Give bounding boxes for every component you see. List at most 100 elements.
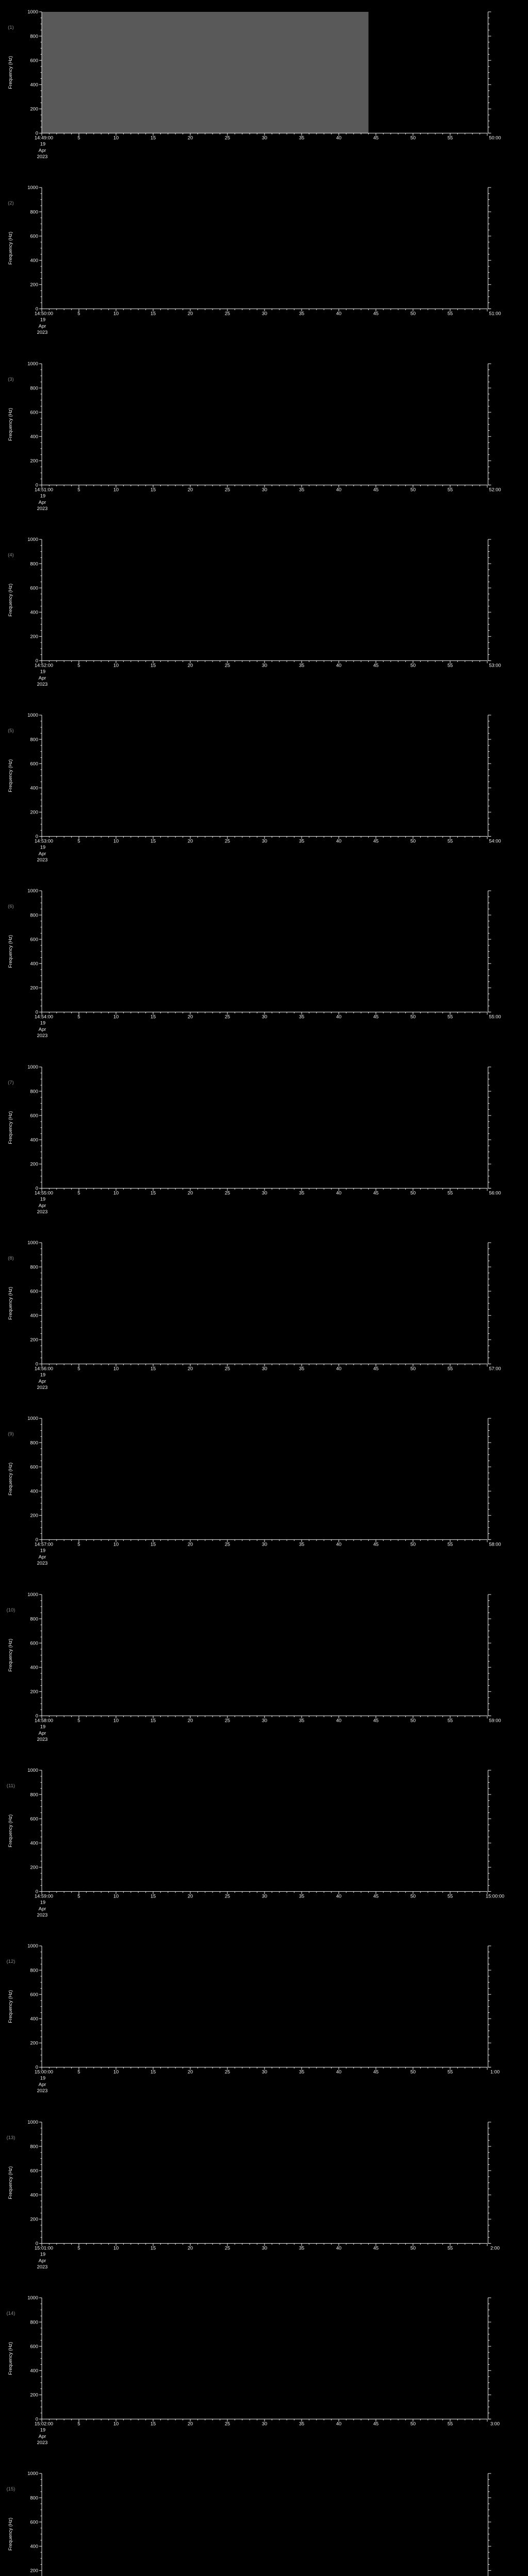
svg-text:800: 800 — [30, 385, 39, 391]
svg-text:55: 55 — [448, 487, 453, 492]
svg-text:45: 45 — [373, 135, 378, 140]
svg-text:10: 10 — [113, 2070, 119, 2075]
svg-text:Frequency (Hz): Frequency (Hz) — [8, 1111, 13, 1144]
svg-text:19: 19 — [40, 141, 45, 146]
svg-text:5: 5 — [77, 135, 80, 140]
svg-text:15: 15 — [151, 1190, 156, 1195]
svg-text:30: 30 — [262, 2245, 267, 2250]
svg-text:400: 400 — [30, 82, 39, 87]
svg-text:19: 19 — [40, 1372, 45, 1377]
svg-text:50: 50 — [410, 487, 416, 492]
svg-text:800: 800 — [30, 1616, 39, 1621]
svg-text:35: 35 — [299, 1893, 304, 1899]
svg-text:600: 600 — [30, 1816, 39, 1821]
svg-text:1000: 1000 — [27, 185, 38, 190]
svg-text:15: 15 — [151, 1893, 156, 1899]
svg-text:30: 30 — [262, 487, 267, 492]
svg-text:35: 35 — [299, 2070, 304, 2075]
svg-text:Apr: Apr — [39, 851, 46, 856]
svg-text:54:00: 54:00 — [489, 839, 501, 844]
svg-text:1000: 1000 — [27, 537, 38, 542]
svg-text:Apr: Apr — [39, 1027, 46, 1032]
svg-text:35: 35 — [299, 2245, 304, 2250]
svg-text:35: 35 — [299, 1014, 304, 1020]
svg-text:25: 25 — [225, 1893, 230, 1899]
svg-text:55: 55 — [448, 1542, 453, 1547]
svg-text:50: 50 — [410, 663, 416, 668]
svg-text:2023: 2023 — [37, 2264, 48, 2269]
svg-text:19: 19 — [40, 1724, 45, 1729]
svg-text:5: 5 — [77, 311, 80, 316]
svg-text:59:00: 59:00 — [489, 1718, 501, 1723]
svg-text:35: 35 — [299, 1190, 304, 1195]
svg-text:14:49:00: 14:49:00 — [35, 135, 53, 140]
svg-text:Frequency (Hz): Frequency (Hz) — [8, 759, 13, 792]
svg-text:19: 19 — [40, 845, 45, 850]
svg-text:2023: 2023 — [37, 857, 48, 862]
svg-text:50: 50 — [410, 2070, 416, 2075]
svg-text:19: 19 — [40, 2251, 45, 2257]
svg-text:200: 200 — [30, 2568, 39, 2573]
svg-text:50: 50 — [410, 2245, 416, 2250]
svg-text:50: 50 — [410, 839, 416, 844]
svg-text:35: 35 — [299, 663, 304, 668]
svg-text:50: 50 — [410, 1190, 416, 1195]
svg-text:(12): (12) — [7, 1959, 15, 1964]
svg-text:30: 30 — [262, 1893, 267, 1899]
svg-text:45: 45 — [373, 1366, 378, 1371]
svg-text:(4): (4) — [8, 552, 14, 558]
svg-text:2023: 2023 — [37, 154, 48, 159]
svg-text:40: 40 — [336, 663, 341, 668]
svg-text:5: 5 — [77, 1893, 80, 1899]
svg-text:20: 20 — [188, 2421, 193, 2426]
svg-text:58:00: 58:00 — [489, 1542, 501, 1547]
svg-text:600: 600 — [30, 1465, 39, 1470]
svg-text:52:00: 52:00 — [489, 487, 501, 492]
svg-text:40: 40 — [336, 2070, 341, 2075]
svg-text:20: 20 — [188, 2245, 193, 2250]
svg-text:15: 15 — [151, 839, 156, 844]
svg-text:19: 19 — [40, 2076, 45, 2081]
svg-text:Frequency (Hz): Frequency (Hz) — [8, 1638, 13, 1671]
svg-text:51:00: 51:00 — [489, 311, 501, 316]
svg-text:1:00: 1:00 — [490, 2070, 500, 2075]
svg-text:2023: 2023 — [37, 682, 48, 687]
svg-text:40: 40 — [336, 1190, 341, 1195]
svg-text:35: 35 — [299, 135, 304, 140]
svg-text:400: 400 — [30, 1137, 39, 1142]
svg-text:600: 600 — [30, 937, 39, 942]
svg-text:200: 200 — [30, 986, 39, 991]
svg-text:2023: 2023 — [37, 1912, 48, 1918]
svg-text:25: 25 — [225, 2245, 230, 2250]
svg-text:30: 30 — [262, 311, 267, 316]
svg-text:55: 55 — [448, 135, 453, 140]
svg-text:14:54:00: 14:54:00 — [35, 1014, 53, 1020]
svg-text:3:00: 3:00 — [490, 2421, 500, 2426]
svg-text:2023: 2023 — [37, 1033, 48, 1038]
svg-text:19: 19 — [40, 1021, 45, 1026]
svg-text:Frequency (Hz): Frequency (Hz) — [8, 2342, 13, 2375]
svg-text:15: 15 — [151, 1718, 156, 1723]
svg-text:800: 800 — [30, 2319, 39, 2325]
svg-text:14:55:00: 14:55:00 — [35, 1190, 53, 1195]
svg-text:55: 55 — [448, 663, 453, 668]
svg-text:55: 55 — [448, 2421, 453, 2426]
svg-text:10: 10 — [113, 135, 119, 140]
svg-text:45: 45 — [373, 2245, 378, 2250]
svg-text:53:00: 53:00 — [489, 663, 501, 668]
svg-text:1000: 1000 — [27, 1768, 38, 1773]
svg-text:1000: 1000 — [27, 1064, 38, 1070]
svg-text:Apr: Apr — [39, 675, 46, 681]
svg-text:45: 45 — [373, 1893, 378, 1899]
svg-text:20: 20 — [188, 839, 193, 844]
svg-text:1000: 1000 — [27, 2471, 38, 2476]
svg-text:800: 800 — [30, 913, 39, 918]
svg-text:35: 35 — [299, 1718, 304, 1723]
svg-text:5: 5 — [77, 1014, 80, 1020]
svg-text:50: 50 — [410, 2421, 416, 2426]
svg-text:600: 600 — [30, 1992, 39, 1997]
svg-text:14:59:00: 14:59:00 — [35, 1893, 53, 1899]
svg-text:19: 19 — [40, 669, 45, 674]
svg-text:200: 200 — [30, 810, 39, 815]
svg-text:20: 20 — [188, 1542, 193, 1547]
